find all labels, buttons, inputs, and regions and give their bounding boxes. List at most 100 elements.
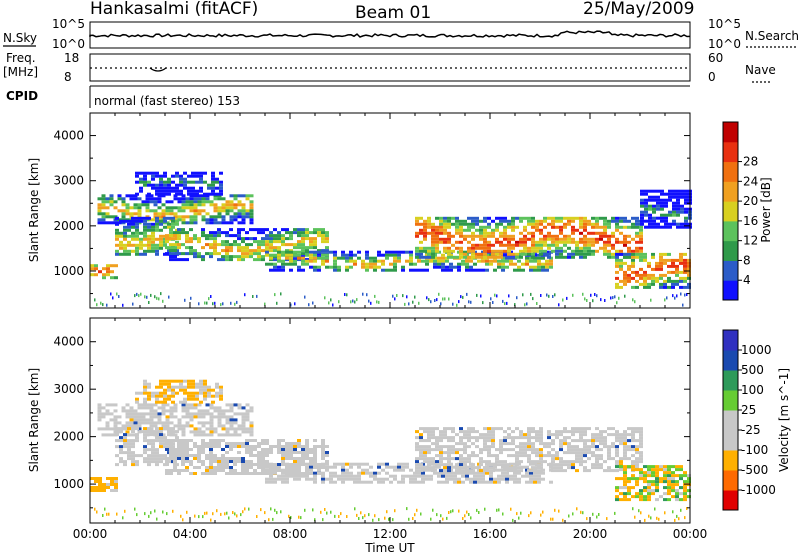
xtick-label: 08:00 — [273, 527, 308, 541]
echo-cell — [479, 255, 483, 259]
echo-cell — [301, 234, 305, 238]
echo-cell — [431, 246, 435, 250]
echo-cell — [269, 231, 273, 235]
echo-cell — [663, 477, 667, 481]
echo-cell — [225, 258, 229, 262]
echo-cell — [177, 457, 181, 460]
echo-cell — [257, 472, 261, 475]
echo-cell — [465, 474, 469, 478]
echo-cell — [163, 192, 167, 196]
echo-cell — [559, 430, 563, 434]
echo-cell — [317, 471, 321, 475]
ground-scatter — [562, 518, 564, 522]
echo-cell — [341, 477, 345, 481]
echo-cell — [660, 201, 664, 205]
echo-cell — [485, 259, 489, 263]
echo-cell — [151, 249, 155, 253]
echo-cell — [655, 471, 659, 475]
echo-cell — [487, 243, 491, 247]
echo-cell — [523, 237, 527, 241]
echo-cell — [419, 466, 423, 470]
echo-cell — [397, 480, 401, 484]
echo-cell — [423, 457, 427, 461]
echo-cell — [431, 252, 435, 256]
echo-cell — [683, 471, 687, 475]
echo-cell — [165, 409, 170, 413]
echo-cell — [293, 457, 297, 460]
echo-cell — [495, 225, 499, 229]
echo-cell — [201, 246, 205, 250]
echo-cell — [567, 445, 571, 449]
echo-cell — [559, 439, 563, 443]
echo-cell — [615, 477, 619, 481]
echo-cell — [427, 463, 431, 467]
echo-cell — [209, 234, 213, 238]
echo-cell — [475, 222, 479, 226]
echo-cell — [131, 234, 135, 238]
echo-cell — [155, 237, 159, 241]
echo-cell — [393, 268, 397, 272]
echo-cell — [415, 222, 419, 226]
echo-cell — [615, 216, 619, 220]
echo-cell — [305, 472, 309, 475]
echo-cell — [127, 222, 131, 226]
echo-cell — [447, 436, 451, 440]
echo-cell — [535, 240, 539, 244]
echo-cell — [143, 439, 147, 443]
echo-cell — [451, 249, 455, 253]
echo-cell — [221, 258, 225, 262]
echo-cell — [539, 439, 543, 443]
echo-cell — [289, 465, 293, 469]
echo-cell — [667, 492, 671, 496]
echo-cell — [125, 409, 130, 413]
echo-cell — [463, 430, 467, 434]
echo-cell — [201, 433, 206, 437]
echo-cell — [361, 462, 365, 466]
echo-cell — [487, 255, 491, 259]
echo-cell — [123, 436, 127, 440]
echo-cell — [197, 448, 201, 451]
echo-cell — [479, 219, 483, 223]
echo-cell — [297, 466, 301, 469]
echo-cell — [373, 477, 377, 481]
echo-cell — [153, 200, 158, 204]
echo-cell — [261, 457, 265, 460]
echo-cell — [361, 265, 365, 269]
echo-cell — [648, 213, 652, 217]
echo-cell — [475, 439, 479, 443]
echo-cell — [353, 480, 357, 484]
echo-cell — [169, 472, 173, 475]
echo-cell — [169, 249, 173, 253]
echo-cell — [635, 492, 639, 496]
echo-cell — [535, 454, 539, 458]
echo-cell — [507, 454, 511, 458]
echo-cell — [539, 442, 543, 446]
echo-cell — [185, 221, 190, 225]
echo-cell — [567, 436, 571, 440]
echo-cell — [672, 222, 676, 226]
echo-cell — [525, 259, 529, 263]
echo-cell — [139, 252, 143, 256]
echo-cell — [575, 249, 579, 253]
echo-cell — [555, 451, 559, 455]
echo-cell — [623, 436, 627, 440]
echo-cell — [171, 225, 175, 229]
echo-cell — [443, 237, 447, 241]
echo-cell — [567, 442, 571, 446]
ground-scatter — [684, 516, 686, 520]
power-cbar-tick-label: 12 — [743, 234, 758, 248]
echo-cell — [583, 433, 587, 437]
echo-cell — [217, 252, 221, 256]
echo-cell — [535, 243, 539, 247]
echo-cell — [676, 207, 680, 211]
echo-cell — [525, 474, 529, 478]
echo-cell — [543, 460, 547, 464]
echo-cell — [189, 218, 194, 222]
echo-cell — [257, 255, 261, 259]
echo-cell — [415, 234, 419, 238]
echo-cell — [423, 460, 427, 464]
echo-cell — [189, 406, 194, 410]
echo-cell — [527, 457, 531, 461]
echo-cell — [535, 219, 539, 223]
echo-cell — [265, 249, 269, 253]
